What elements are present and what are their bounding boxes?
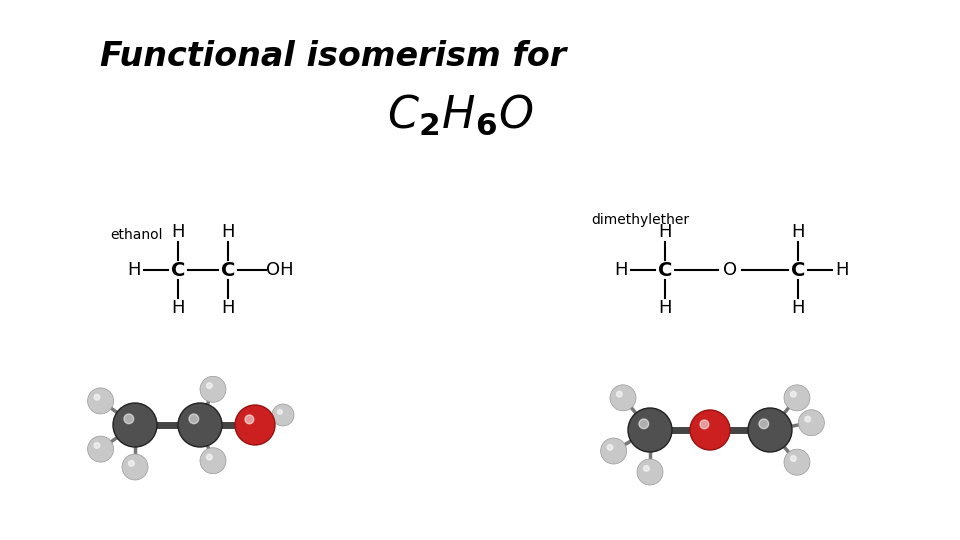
- Circle shape: [272, 404, 294, 426]
- Circle shape: [643, 465, 649, 471]
- Circle shape: [784, 449, 810, 475]
- Circle shape: [690, 410, 730, 450]
- Circle shape: [799, 410, 825, 436]
- Circle shape: [637, 459, 663, 485]
- Text: dimethylether: dimethylether: [591, 213, 689, 227]
- Circle shape: [94, 394, 100, 400]
- Text: C: C: [221, 260, 235, 280]
- Circle shape: [87, 388, 113, 414]
- Circle shape: [113, 403, 157, 447]
- Circle shape: [189, 414, 199, 424]
- Circle shape: [790, 392, 796, 397]
- Text: Functional isomerism for: Functional isomerism for: [100, 40, 566, 73]
- Circle shape: [235, 405, 275, 445]
- Text: C: C: [171, 260, 185, 280]
- Text: C: C: [658, 260, 672, 280]
- Circle shape: [639, 419, 649, 429]
- Text: H: H: [171, 223, 184, 241]
- Text: H: H: [171, 299, 184, 317]
- Text: OH: OH: [266, 261, 294, 279]
- Text: $\mathbf{\mathit{C}}_{\mathbf{2}}\mathbf{\mathit{H}}_{\mathbf{6}}\mathbf{\mathit: $\mathbf{\mathit{C}}_{\mathbf{2}}\mathbf…: [387, 93, 533, 137]
- Circle shape: [200, 376, 226, 402]
- Text: H: H: [659, 299, 672, 317]
- Circle shape: [178, 403, 222, 447]
- Text: H: H: [791, 299, 804, 317]
- Circle shape: [124, 414, 133, 424]
- Circle shape: [87, 436, 113, 462]
- Text: O: O: [723, 261, 737, 279]
- Circle shape: [790, 456, 796, 461]
- Text: C: C: [791, 260, 805, 280]
- Circle shape: [610, 385, 636, 411]
- Text: H: H: [835, 261, 849, 279]
- Text: H: H: [128, 261, 141, 279]
- Circle shape: [616, 392, 622, 397]
- Circle shape: [200, 448, 226, 474]
- Circle shape: [601, 438, 627, 464]
- Text: H: H: [221, 223, 235, 241]
- Circle shape: [804, 416, 810, 422]
- Circle shape: [748, 408, 792, 452]
- Text: H: H: [221, 299, 235, 317]
- Circle shape: [206, 383, 212, 388]
- Circle shape: [94, 443, 100, 448]
- Circle shape: [784, 385, 810, 411]
- Circle shape: [700, 420, 708, 429]
- Circle shape: [628, 408, 672, 452]
- Circle shape: [245, 415, 253, 424]
- Text: H: H: [614, 261, 628, 279]
- Text: H: H: [659, 223, 672, 241]
- Circle shape: [607, 444, 612, 450]
- Text: H: H: [791, 223, 804, 241]
- Circle shape: [759, 419, 769, 429]
- Circle shape: [122, 454, 148, 480]
- Circle shape: [129, 461, 134, 466]
- Circle shape: [206, 454, 212, 460]
- Circle shape: [277, 409, 282, 414]
- Text: ethanol: ethanol: [110, 228, 162, 242]
